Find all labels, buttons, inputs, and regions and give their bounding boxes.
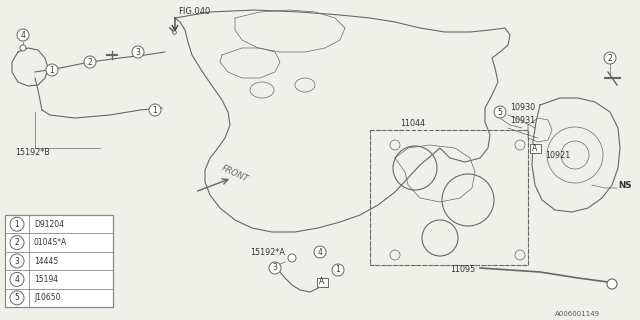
Text: 2: 2 <box>88 58 92 67</box>
Text: 11044: 11044 <box>400 119 425 128</box>
Text: 11095: 11095 <box>450 265 476 274</box>
Text: 2: 2 <box>607 53 612 62</box>
Circle shape <box>46 64 58 76</box>
Circle shape <box>173 31 177 34</box>
Text: 4: 4 <box>317 247 323 257</box>
Text: 1: 1 <box>15 220 19 229</box>
Text: 3: 3 <box>136 47 140 57</box>
Text: 10930: 10930 <box>510 103 535 112</box>
Text: 4: 4 <box>15 275 19 284</box>
Text: NS: NS <box>618 181 632 190</box>
Circle shape <box>10 236 24 250</box>
Text: 1: 1 <box>152 106 157 115</box>
Text: 15192*B: 15192*B <box>15 148 50 157</box>
Text: A: A <box>319 277 324 286</box>
Text: FIG.040: FIG.040 <box>178 7 211 16</box>
Circle shape <box>288 254 296 262</box>
Bar <box>5 215 113 307</box>
Text: 5: 5 <box>497 108 502 116</box>
Text: A: A <box>532 143 538 153</box>
Circle shape <box>17 29 29 41</box>
Text: A006001149: A006001149 <box>555 311 600 317</box>
Circle shape <box>10 254 24 268</box>
Circle shape <box>10 217 24 231</box>
Circle shape <box>269 262 281 274</box>
Text: 4: 4 <box>20 30 26 39</box>
Text: 3: 3 <box>15 257 19 266</box>
Text: 1: 1 <box>50 66 54 75</box>
Text: 2: 2 <box>15 238 19 247</box>
Text: 5: 5 <box>15 293 19 302</box>
Circle shape <box>84 56 96 68</box>
Circle shape <box>20 45 26 51</box>
Text: 10921: 10921 <box>545 151 570 160</box>
Circle shape <box>10 272 24 286</box>
Circle shape <box>149 104 161 116</box>
Text: 1: 1 <box>335 266 340 275</box>
Circle shape <box>604 52 616 64</box>
Text: 10931: 10931 <box>510 116 535 125</box>
Text: J10650: J10650 <box>34 293 61 302</box>
Bar <box>529 143 541 153</box>
Bar <box>317 277 328 286</box>
Text: FRONT: FRONT <box>220 164 250 184</box>
Bar <box>370 130 528 265</box>
Text: 15192*A: 15192*A <box>250 248 285 257</box>
Circle shape <box>132 46 144 58</box>
Text: D91204: D91204 <box>34 220 64 229</box>
Circle shape <box>494 106 506 118</box>
Circle shape <box>332 264 344 276</box>
Circle shape <box>607 279 617 289</box>
Text: 3: 3 <box>273 263 277 273</box>
Text: 15194: 15194 <box>34 275 58 284</box>
Circle shape <box>10 291 24 305</box>
Circle shape <box>314 246 326 258</box>
Text: 14445: 14445 <box>34 257 58 266</box>
Text: 0104S*A: 0104S*A <box>34 238 67 247</box>
